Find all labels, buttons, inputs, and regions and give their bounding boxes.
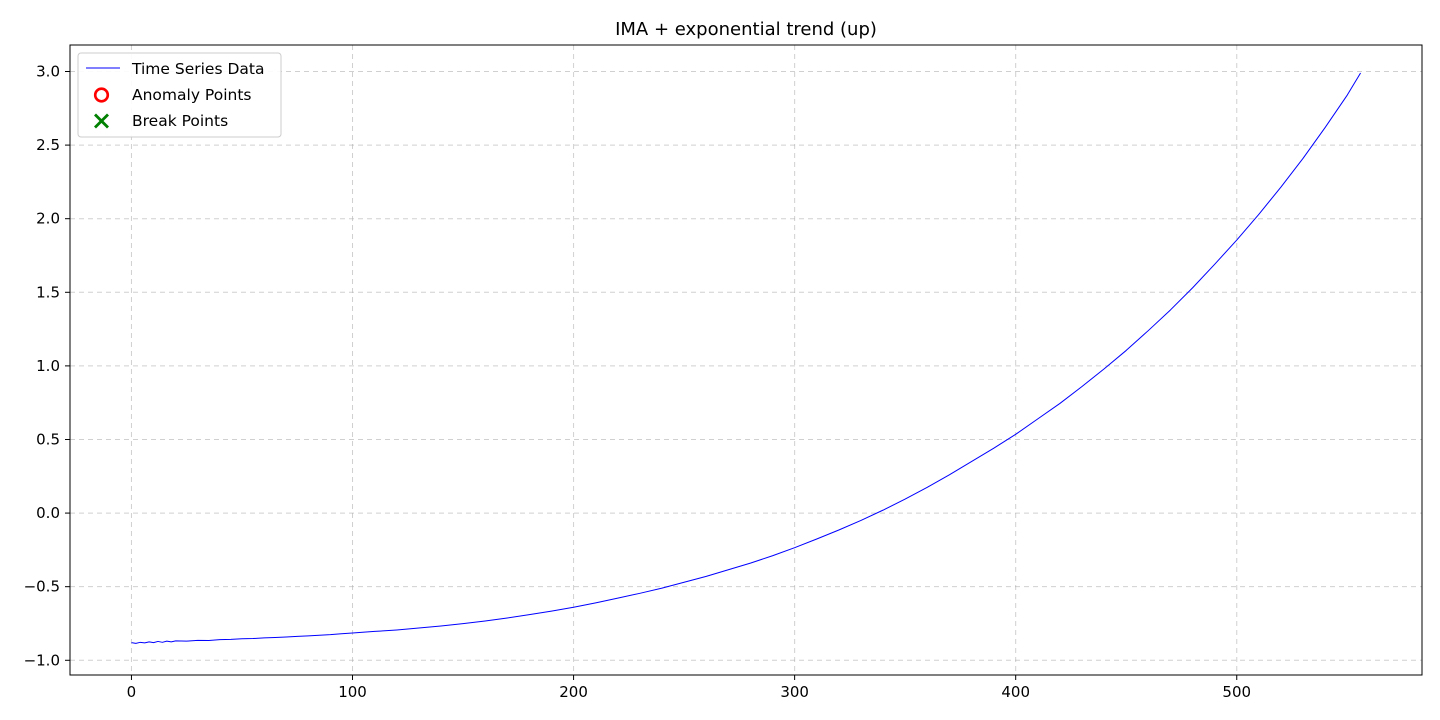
y-tick-label: 1.5 — [36, 283, 60, 301]
y-tick-label: 3.0 — [36, 62, 60, 80]
legend-box — [77, 52, 282, 138]
series-line-time-series-data — [131, 72, 1361, 644]
x-tick-label: 0 — [127, 683, 137, 701]
y-tick-label: −0.5 — [24, 578, 60, 596]
x-tick-label: 500 — [1222, 683, 1251, 701]
legend-label-break-points: Break Points — [132, 112, 228, 130]
legend-anomaly-marker — [93, 87, 110, 103]
x-axis-ticks: 0 100 200 300 400 500 — [127, 675, 1251, 701]
y-tick-label: 0.0 — [36, 504, 60, 522]
x-tick-label: 100 — [338, 683, 367, 701]
y-tick-label: 2.0 — [36, 210, 60, 228]
legend-label-anomaly-points: Anomaly Points — [132, 86, 251, 104]
y-tick-label: 0.5 — [36, 430, 60, 448]
x-tick-label: 300 — [780, 683, 809, 701]
y-tick-label: 1.0 — [36, 357, 60, 375]
legend-break-marker — [94, 113, 109, 129]
x-tick-label: 400 — [1001, 683, 1030, 701]
y-tick-label: −1.0 — [24, 651, 60, 669]
grid-lines — [70, 45, 1422, 675]
series-layer — [131, 72, 1361, 644]
plot-area-frame — [69, 44, 1423, 676]
x-tick-label: 200 — [559, 683, 588, 701]
y-tick-label: 2.5 — [36, 136, 60, 154]
legend: Time Series Data Anomaly Points Break Po… — [77, 52, 282, 138]
y-axis-ticks: −1.0 −0.5 0.0 0.5 1.0 1.5 2.0 2.5 3.0 — [24, 62, 70, 669]
chart-title: IMA + exponential trend (up) — [615, 19, 877, 40]
legend-label-time-series: Time Series Data — [131, 60, 264, 78]
